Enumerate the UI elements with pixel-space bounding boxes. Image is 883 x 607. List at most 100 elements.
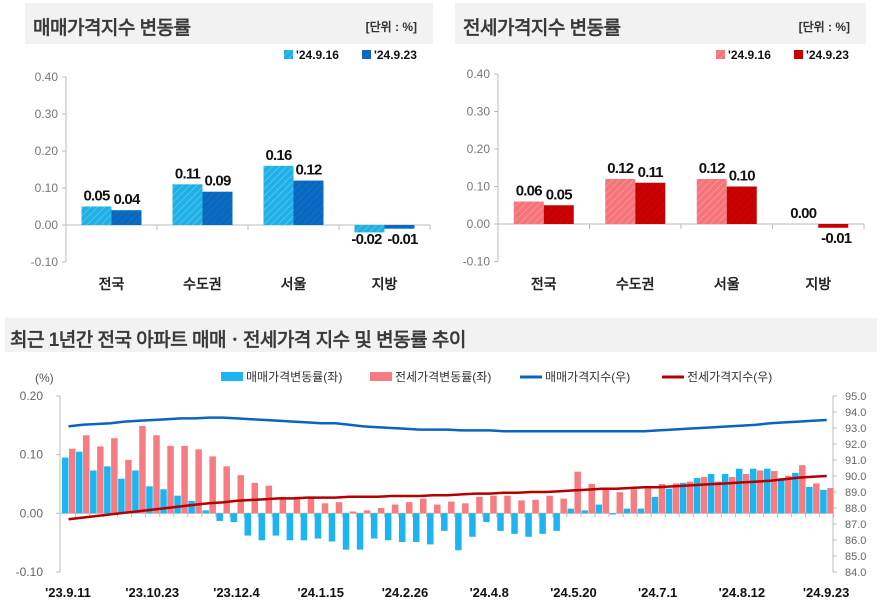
jeonse-change-bar: [672, 483, 680, 514]
jeonse-y-tick-label: 0.40: [467, 67, 491, 81]
jeonse-change-bar: [405, 502, 413, 514]
jeonse-chart-unit: [단위 : %]: [798, 20, 850, 34]
sale-legend-label: '24.9.16: [296, 48, 339, 62]
jeonse-data-label: 0.10: [729, 168, 755, 185]
right-y-tick-label: 85.0: [845, 551, 866, 563]
jeonse-change-bar: [209, 456, 216, 514]
sale-change-bar: [62, 457, 69, 514]
jeonse-change-bar: [335, 502, 343, 514]
jeonse-change-bar: [125, 459, 132, 514]
jeonse-change-bar: [83, 435, 90, 514]
right-y-tick-label: 86.0: [845, 535, 866, 547]
sale-category-label: 전국: [99, 276, 125, 292]
sale-change-bar: [581, 510, 588, 514]
jeonse-change-bar: [504, 495, 511, 514]
sale-change-bar: [820, 489, 827, 514]
sale-change-bar: [160, 489, 167, 514]
jeonse-change-bar: [644, 488, 652, 514]
jeonse-change-bar: [490, 495, 497, 514]
sale-bar-curr: [111, 210, 142, 225]
sale-category-label: 서울: [281, 276, 307, 292]
sale-change-bar: [764, 468, 771, 514]
jeonse-change-bar: [686, 481, 694, 514]
right-y-tick-label: 90.0: [845, 471, 866, 483]
jeonse-category-label: 전국: [531, 276, 557, 292]
jeonse-change-bar: [700, 476, 708, 514]
sale-change-bar: [118, 478, 125, 514]
jeonse-data-label: 0.12: [607, 160, 633, 177]
sale-y-tick-label: 0.20: [35, 144, 59, 158]
jeonse-chart-title: 전세가격지수 변동률: [463, 18, 621, 39]
jeonse-y-tick-label: 0.30: [467, 105, 491, 119]
sale-bar-curr: [202, 191, 233, 225]
jeonse-change-bar: [420, 498, 427, 514]
sale-bar-curr: [384, 225, 415, 229]
sale-change-bar: [272, 513, 280, 536]
jeonse-change-bar: [377, 508, 385, 514]
jeonse-y-tick-label: -0.10: [463, 255, 491, 269]
jeonse-change-bar: [602, 489, 610, 514]
jeonse-bar-curr: [543, 205, 574, 224]
sale-change-bar: [525, 513, 532, 537]
jeonse-change-bar: [588, 483, 595, 514]
x-tick-label: '24.2.26: [382, 585, 428, 600]
jeonse-change-bar: [391, 504, 399, 514]
jeonse-bar-prev: [696, 179, 727, 224]
sale-change-bar: [623, 508, 631, 514]
jeonse-y-tick-label: 0.00: [467, 217, 491, 231]
right-y-tick-label: 94.0: [845, 407, 866, 419]
sale-change-bar: [707, 473, 715, 514]
jeonse-change-bar: [349, 511, 357, 514]
sale-change-bar: [693, 478, 701, 514]
sale-change-bar: [413, 513, 420, 543]
sale-change-bar: [300, 513, 308, 541]
sale-change-bar: [202, 510, 209, 514]
jeonse-change-bar: [574, 471, 581, 514]
sale-bar-curr: [293, 180, 324, 225]
x-tick-label: '24.4.8: [470, 585, 509, 600]
jeonse-change-bar: [714, 481, 722, 514]
jeonse-legend-label: '24.9.16: [728, 48, 771, 62]
sale-change-bar: [637, 508, 645, 514]
jeonse-change-bar: [69, 448, 76, 514]
jeonse-change-bar: [728, 476, 736, 514]
sale-change-bar: [778, 478, 785, 514]
jeonse-change-bar: [111, 438, 118, 514]
sale-change-bar: [370, 513, 378, 539]
trend-legend-label: 전세가격변동률(좌): [395, 370, 491, 384]
sale-data-label: 0.16: [266, 147, 292, 164]
sale-change-bar: [469, 513, 476, 537]
sale-change-bar: [455, 513, 462, 551]
jeonse-change-bar: [630, 489, 638, 514]
jeonse-data-label: 0.06: [516, 183, 542, 200]
x-tick-label: '24.9.23: [803, 585, 849, 600]
sale-change-bar: [146, 486, 153, 514]
sale-data-label: 0.11: [175, 165, 201, 182]
sale-change-bar: [792, 472, 799, 514]
jeonse-change-bar: [251, 482, 259, 514]
jeonse-bar-prev: [605, 179, 636, 224]
jeonse-bar-prev: [513, 201, 544, 224]
sale-change-bar: [384, 513, 392, 541]
sale-change-bar: [76, 451, 83, 514]
jeonse-change-bar: [532, 499, 539, 514]
sale-y-tick-label: 0.10: [35, 181, 59, 195]
jeonse-change-bar: [560, 498, 567, 514]
trend-legend-label: 매매가격변동률(좌): [246, 370, 342, 384]
sale-change-bar: [679, 482, 687, 514]
jeonse-y-tick-label: 0.10: [467, 180, 491, 194]
sale-change-bar: [539, 513, 546, 534]
jeonse-data-label: 0.05: [546, 186, 572, 203]
jeonse-change-bar: [448, 501, 455, 514]
sale-y-tick-label: 0.30: [35, 107, 59, 121]
sale-change-bar: [398, 513, 406, 543]
jeonse-change-bar: [167, 445, 174, 514]
jeonse-bar-curr: [818, 224, 849, 228]
trend-legend-swatch: [221, 372, 243, 381]
right-y-tick-label: 84.0: [845, 567, 866, 579]
sale-category-label: 수도권: [183, 276, 222, 292]
sale-bar-prev: [263, 165, 294, 225]
sale-change-bar: [286, 513, 294, 541]
sale-bar-prev: [354, 225, 385, 233]
sale-change-bar: [104, 466, 111, 514]
